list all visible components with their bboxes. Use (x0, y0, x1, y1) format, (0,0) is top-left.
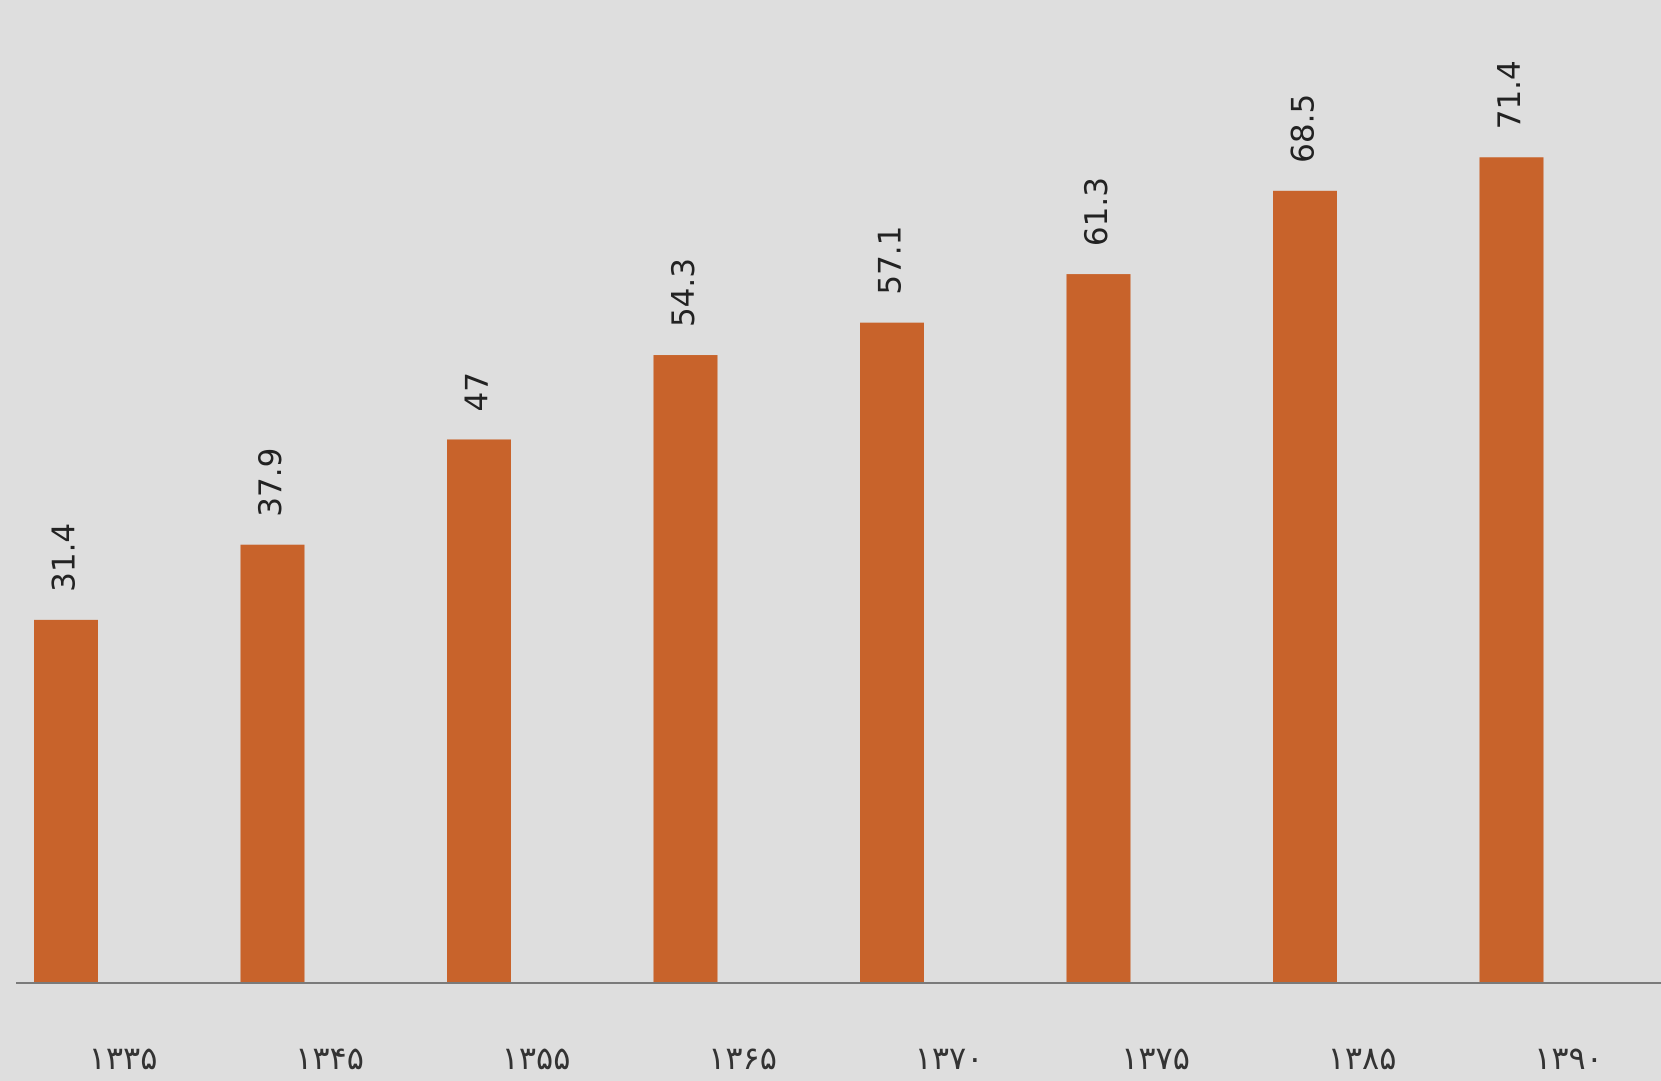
bar (447, 439, 511, 983)
value-label: 54.3 (666, 258, 702, 327)
x-tick-label: ۱۳۵۵ (502, 1039, 571, 1077)
bar (1273, 190, 1337, 984)
bar (860, 322, 924, 984)
x-tick-label: ۱۳۸۵ (1328, 1039, 1397, 1077)
x-tick-label: ۱۳۶۵ (708, 1039, 777, 1077)
bar (1479, 157, 1544, 983)
value-label: 61.3 (1079, 177, 1115, 246)
bar (34, 619, 98, 983)
x-tick-label: ۱۳۷۵ (1121, 1039, 1190, 1077)
bar (653, 355, 718, 983)
value-label: 71.4 (1492, 60, 1528, 129)
x-tick-label: ۱۳۳۵ (89, 1039, 158, 1077)
x-tick-label: ۱۳۴۵ (295, 1039, 364, 1077)
value-label: 37.9 (253, 448, 289, 517)
bar (1066, 274, 1131, 984)
x-tick-label: ۱۳۹۰ (1534, 1039, 1603, 1077)
value-label: 47 (460, 372, 496, 411)
value-label: 68.5 (1286, 94, 1322, 163)
x-tick-label: ۱۳۷۰ (915, 1039, 984, 1077)
bar (240, 544, 305, 983)
value-label: 31.4 (47, 523, 83, 592)
value-label: 57.1 (873, 226, 909, 295)
